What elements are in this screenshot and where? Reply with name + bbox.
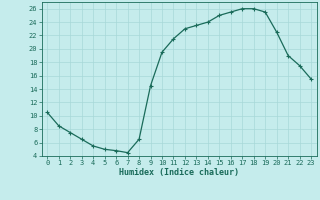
X-axis label: Humidex (Indice chaleur): Humidex (Indice chaleur)	[119, 168, 239, 177]
